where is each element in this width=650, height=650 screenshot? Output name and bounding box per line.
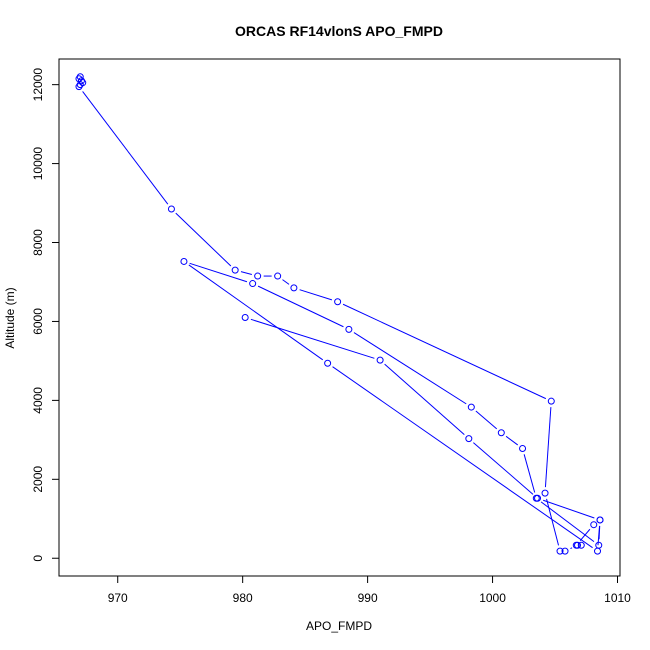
data-point (249, 280, 257, 288)
data-point (547, 397, 555, 405)
data-point (572, 541, 580, 549)
x-axis: 970 980 990 1000 1010 (108, 575, 631, 605)
data-point (561, 547, 569, 555)
data-point (465, 435, 473, 443)
x-axis-label: APO_FMPD (306, 619, 372, 633)
y-tick-label: 0 (31, 555, 45, 562)
y-tick-label: 10000 (31, 147, 45, 181)
chart-title: ORCAS RF14vlonS APO_FMPD (235, 23, 443, 39)
data-point (77, 77, 85, 85)
data-point (345, 325, 353, 333)
data-point (497, 429, 505, 437)
data-point (254, 272, 262, 280)
data-point (76, 81, 84, 89)
data-point (76, 73, 84, 81)
y-tick-label: 8000 (31, 229, 45, 256)
x-tick-label: 970 (108, 591, 128, 605)
data-point (274, 272, 282, 280)
series-segment (175, 212, 232, 267)
data-point (324, 359, 332, 367)
data-point (334, 298, 342, 306)
y-tick-label: 12000 (31, 68, 45, 102)
series-segment (540, 501, 595, 543)
data-point (519, 445, 527, 453)
data-point (534, 494, 542, 502)
y-axis-label: Altitude (m) (3, 287, 17, 348)
series-segment (570, 547, 573, 550)
data-point (541, 489, 549, 497)
series-segment (332, 366, 593, 549)
series-segment (475, 410, 498, 430)
x-tick-label: 980 (233, 591, 253, 605)
series-segment (353, 332, 467, 405)
data-point (596, 516, 604, 524)
y-tick-label: 6000 (31, 308, 45, 335)
plot-frame (58, 58, 621, 577)
series-segment (473, 442, 534, 495)
x-tick-label: 1000 (479, 591, 506, 605)
series-segment (543, 499, 595, 519)
series-segment (342, 303, 547, 400)
data-point (467, 403, 475, 411)
data-point (577, 541, 585, 549)
data-point (75, 83, 83, 91)
y-tick-label: 4000 (31, 387, 45, 414)
series-layer (75, 73, 604, 555)
series-segment (384, 363, 465, 436)
series-segment (240, 271, 252, 276)
data-point (241, 314, 249, 321)
series-segment (82, 91, 169, 205)
data-point (167, 205, 175, 213)
y-tick-label: 2000 (31, 466, 45, 493)
data-point (590, 521, 598, 529)
series-segment (250, 318, 375, 359)
series-segment (189, 262, 248, 283)
series-segment (544, 407, 552, 488)
x-tick-label: 1010 (604, 591, 631, 605)
data-point (556, 547, 564, 555)
series-segment (188, 264, 324, 361)
series-segment (282, 279, 290, 285)
series-segment (523, 454, 536, 493)
data-point (231, 266, 239, 274)
data-point (595, 541, 603, 549)
series-segment (257, 285, 344, 328)
y-axis: 0 2000 4000 6000 8000 10000 12000 (31, 68, 60, 562)
series-segment (546, 498, 560, 546)
data-point (376, 356, 384, 364)
series-segment (299, 289, 333, 301)
data-point (180, 257, 188, 265)
data-point (594, 547, 602, 555)
data-point (290, 284, 298, 292)
series-segment (505, 435, 519, 446)
x-tick-label: 990 (358, 591, 378, 605)
